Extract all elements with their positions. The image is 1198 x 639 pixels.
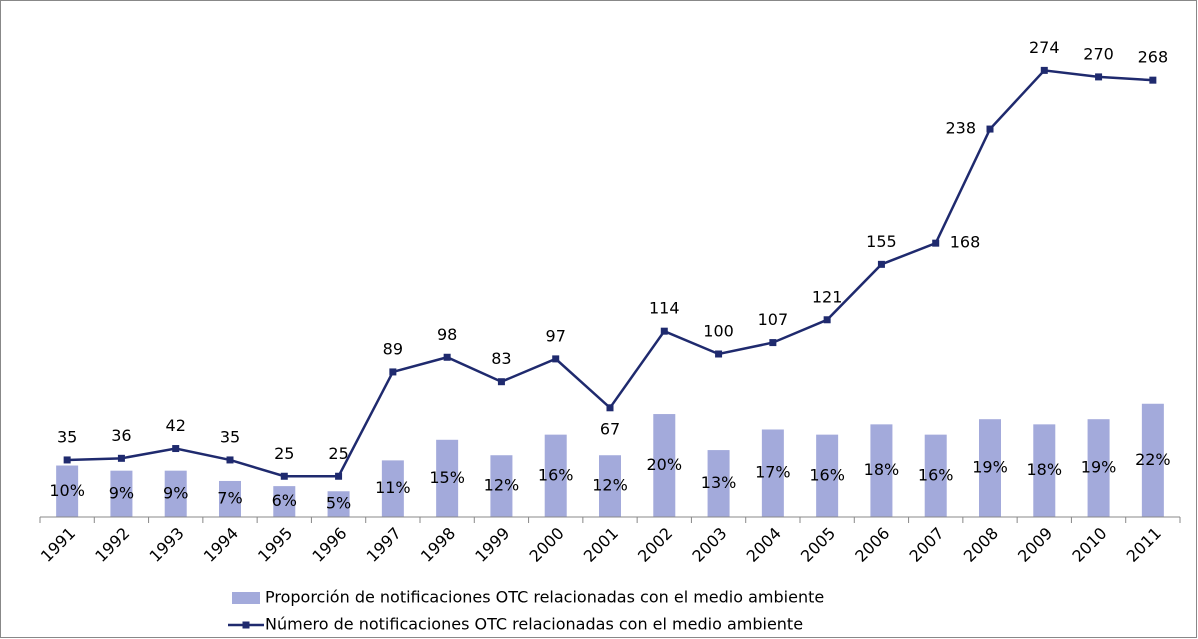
bar [273, 486, 296, 517]
bar [56, 465, 79, 517]
bar [381, 460, 404, 517]
bar [490, 455, 513, 517]
line-marker [117, 454, 125, 462]
line-marker [172, 445, 180, 453]
line-marker [63, 456, 71, 464]
line-marker [769, 339, 777, 347]
line-value-label: 42 [166, 416, 186, 435]
bar-value-label: 5% [326, 494, 351, 513]
line-marker [335, 472, 343, 480]
line-value-label: 67 [600, 419, 620, 438]
bar-value-label: 18% [864, 460, 900, 479]
bar [1087, 419, 1110, 517]
bar-value-label: 9% [163, 483, 188, 502]
line-value-label: 97 [546, 326, 566, 345]
line-value-label: 274 [1029, 38, 1060, 57]
legend-label: Número de notificaciones OTC relacionada… [265, 615, 803, 634]
line-marker [715, 350, 723, 358]
line-value-label: 36 [111, 426, 131, 445]
bar [653, 414, 676, 517]
line-marker [823, 316, 831, 324]
bar-value-label: 15% [429, 468, 465, 487]
line-marker [552, 355, 560, 363]
bar-value-label: 11% [375, 478, 411, 497]
line-value-label: 121 [812, 287, 843, 306]
line-marker [443, 353, 451, 361]
line-value-label: 107 [758, 310, 789, 329]
bar-value-label: 12% [484, 476, 520, 495]
bar-value-label: 17% [755, 463, 791, 482]
line-value-label: 89 [383, 339, 403, 358]
bar [870, 424, 893, 517]
line-marker [226, 456, 234, 464]
line-value-label: 268 [1138, 48, 1169, 67]
line-marker [280, 472, 288, 480]
line-marker [660, 327, 668, 335]
bar [761, 429, 784, 517]
line-value-label: 98 [437, 325, 457, 344]
bar-value-label: 18% [1027, 460, 1063, 479]
bar [327, 491, 350, 517]
bar [1141, 403, 1164, 517]
line-marker [986, 125, 994, 133]
line-value-label: 25 [328, 444, 348, 463]
bar [164, 470, 187, 517]
line-marker [877, 260, 885, 268]
bar-value-label: 19% [972, 458, 1008, 477]
bar [1033, 424, 1056, 517]
line-marker [1149, 76, 1157, 84]
bar-value-label: 13% [701, 473, 737, 492]
line-value-label: 270 [1083, 44, 1114, 63]
bar-value-label: 12% [592, 476, 628, 495]
line-marker [606, 404, 614, 412]
bar [544, 434, 567, 517]
bar [924, 434, 947, 517]
line-marker [1095, 73, 1103, 81]
line-value-label: 114 [649, 299, 680, 318]
bar [599, 455, 621, 517]
bar-value-label: 6% [272, 491, 297, 510]
bar-value-label: 20% [647, 455, 683, 474]
line-value-label: 35 [57, 427, 77, 446]
line-value-label: 168 [950, 233, 981, 252]
bar-value-label: 16% [538, 465, 574, 484]
line-marker [497, 378, 505, 386]
line-value-label: 155 [866, 232, 897, 251]
bar [816, 434, 839, 517]
line-value-label: 238 [945, 119, 976, 138]
line-value-label: 25 [274, 444, 294, 463]
legend-swatch-marker [242, 621, 250, 629]
bar-value-label: 10% [49, 481, 85, 500]
line-marker [389, 368, 397, 376]
bar [436, 439, 459, 517]
line-marker [1040, 66, 1048, 74]
bar-value-label: 16% [809, 465, 845, 484]
legend-label: Proporción de notificaciones OTC relacio… [265, 588, 824, 607]
line-value-label: 35 [220, 427, 240, 446]
bar-value-label: 9% [109, 483, 134, 502]
bar-value-label: 22% [1135, 450, 1171, 469]
bar [219, 480, 241, 517]
line-value-label: 83 [491, 349, 511, 368]
bar-value-label: 7% [217, 488, 242, 507]
line-marker [932, 239, 940, 247]
bar [110, 470, 133, 517]
bar [979, 419, 1001, 517]
line-value-label: 100 [703, 322, 734, 341]
legend-swatch [232, 592, 260, 604]
bar [707, 450, 730, 517]
bar-value-label: 19% [1081, 458, 1117, 477]
bar-value-label: 16% [918, 465, 954, 484]
